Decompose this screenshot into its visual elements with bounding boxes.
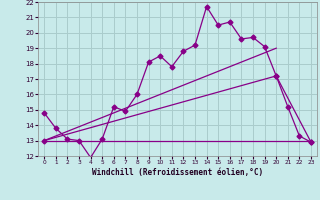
X-axis label: Windchill (Refroidissement éolien,°C): Windchill (Refroidissement éolien,°C) [92, 168, 263, 177]
